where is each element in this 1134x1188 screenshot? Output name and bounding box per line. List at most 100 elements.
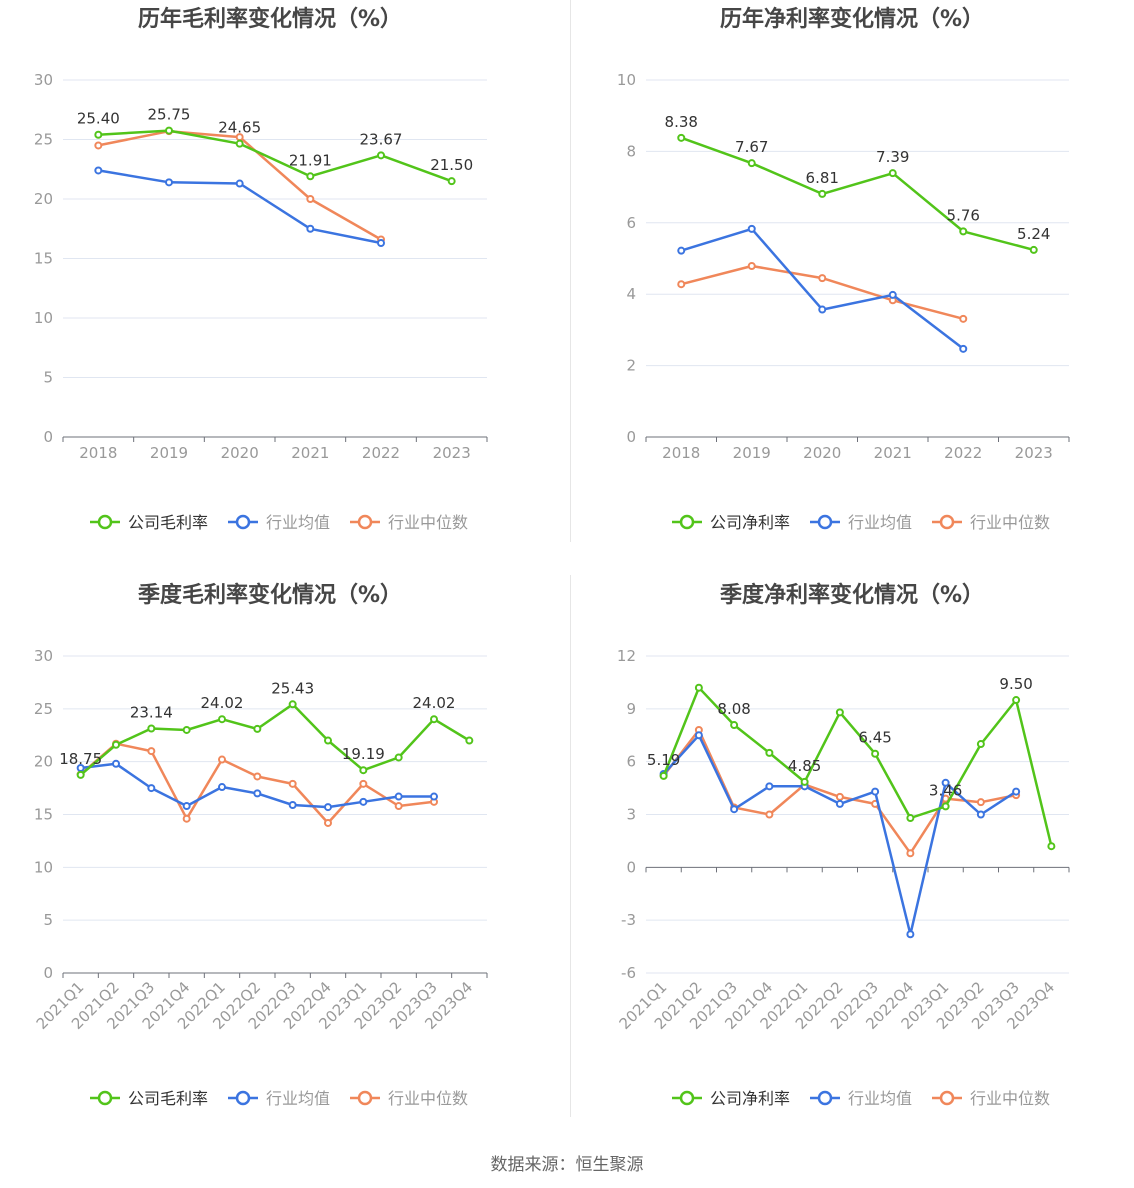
legend-label: 行业均值 <box>266 1089 330 1108</box>
data-point-median <box>677 280 686 289</box>
data-point-avg <box>306 224 315 233</box>
data-point-company <box>377 151 385 160</box>
data-point-company <box>306 172 315 181</box>
legend-item-avg[interactable]: 行业均值 <box>228 513 330 532</box>
data-point-company <box>165 126 173 135</box>
chart-panel-3: 季度毛利率变化情况（%）0510152025302021Q12021Q22021… <box>33 582 488 1108</box>
chart-title: 季度毛利率变化情况（%） <box>138 582 402 608</box>
data-point-avg <box>377 239 385 248</box>
data-point-company <box>818 189 827 198</box>
legend-item-company[interactable]: 公司毛利率 <box>90 513 208 532</box>
data-point-median <box>94 141 103 150</box>
data-label: 3.46 <box>929 781 962 799</box>
data-point-avg <box>253 789 262 798</box>
y-tick-label: 30 <box>34 71 53 89</box>
legend-item-avg[interactable]: 行业均值 <box>228 1089 330 1108</box>
data-point-avg <box>1012 787 1021 796</box>
y-tick-label: 20 <box>34 190 53 208</box>
y-tick-label: -3 <box>621 911 636 929</box>
data-point-company <box>694 683 703 692</box>
y-tick-label: 25 <box>34 131 53 149</box>
y-tick-label: 30 <box>34 647 53 665</box>
data-point-median <box>182 814 191 823</box>
data-point-company <box>1047 842 1056 851</box>
data-point-company <box>394 753 403 762</box>
y-tick-label: 6 <box>626 214 636 232</box>
legend-item-company[interactable]: 公司毛利率 <box>90 1089 208 1108</box>
data-point-avg <box>906 930 915 939</box>
data-label: 24.02 <box>413 694 456 712</box>
series-line-company <box>662 686 1053 847</box>
legend-marker <box>679 1090 695 1106</box>
legend-marker <box>97 1090 113 1106</box>
data-label: 23.67 <box>360 130 403 148</box>
data-point-company <box>147 724 156 733</box>
y-tick-label: 2 <box>626 357 636 375</box>
data-label: 23.14 <box>130 703 173 721</box>
data-point-avg <box>218 783 226 792</box>
x-tick-label: 2018 <box>662 444 700 462</box>
data-label: 19.19 <box>342 745 385 763</box>
data-label: 6.45 <box>858 729 891 747</box>
x-tick-label: 2018 <box>79 444 117 462</box>
legend-item-company[interactable]: 公司净利率 <box>672 1089 790 1108</box>
data-point-company <box>976 740 985 749</box>
x-tick-label: 2021 <box>291 444 329 462</box>
data-label: 21.50 <box>430 156 473 174</box>
y-tick-label: 15 <box>34 806 53 824</box>
data-point-company <box>765 748 774 757</box>
vertical-divider-top <box>570 0 571 542</box>
data-point-avg <box>112 759 120 768</box>
data-point-company <box>447 177 456 186</box>
legend-item-median[interactable]: 行业中位数 <box>350 1089 468 1108</box>
data-point-company <box>1029 245 1038 254</box>
x-tick-label: 2019 <box>733 444 771 462</box>
legend-item-avg[interactable]: 行业均值 <box>810 1089 912 1108</box>
data-point-company <box>430 715 438 724</box>
data-label: 25.75 <box>148 106 191 124</box>
legend-label: 公司净利率 <box>710 513 790 532</box>
series-line-company <box>79 703 470 776</box>
data-point-median <box>747 261 756 270</box>
x-tick-label: 2023 <box>1015 444 1053 462</box>
y-tick-label: 0 <box>626 858 636 876</box>
data-point-company <box>800 777 809 786</box>
data-label: 25.43 <box>271 679 314 697</box>
legend-item-median[interactable]: 行业中位数 <box>350 513 468 532</box>
data-point-median <box>359 779 368 788</box>
data-label: 24.65 <box>218 119 261 137</box>
legend-marker <box>939 514 955 530</box>
data-point-company <box>747 159 756 168</box>
data-point-avg <box>182 802 191 811</box>
data-point-median <box>976 798 985 807</box>
legend-item-avg[interactable]: 行业均值 <box>810 513 912 532</box>
data-point-company <box>465 736 474 745</box>
legend-marker <box>679 514 695 530</box>
data-point-median <box>324 818 332 827</box>
data-point-avg <box>359 797 368 806</box>
data-point-company <box>677 133 686 142</box>
legend-item-company[interactable]: 公司净利率 <box>672 513 790 532</box>
legend-marker <box>235 514 251 530</box>
legend-label: 行业均值 <box>848 1089 912 1108</box>
y-tick-label: 6 <box>626 753 636 771</box>
y-tick-label: 5 <box>43 911 53 929</box>
legend-item-median[interactable]: 行业中位数 <box>932 513 1050 532</box>
data-label: 6.81 <box>806 169 839 187</box>
series-line-median <box>662 728 1017 855</box>
y-tick-label: 8 <box>626 142 636 160</box>
data-point-company <box>730 721 739 730</box>
data-point-median <box>253 772 262 781</box>
data-point-avg <box>835 799 844 808</box>
data-point-avg <box>165 178 173 187</box>
series-line-avg <box>680 227 965 350</box>
x-tick-label: 2023 <box>433 444 471 462</box>
legend-item-median[interactable]: 行业中位数 <box>932 1089 1050 1108</box>
data-point-company <box>871 749 880 758</box>
data-point-company <box>218 715 226 724</box>
data-point-median <box>959 314 968 323</box>
data-point-median <box>288 779 297 788</box>
legend-label: 行业中位数 <box>388 513 468 532</box>
chart-title: 历年毛利率变化情况（%） <box>138 6 402 32</box>
